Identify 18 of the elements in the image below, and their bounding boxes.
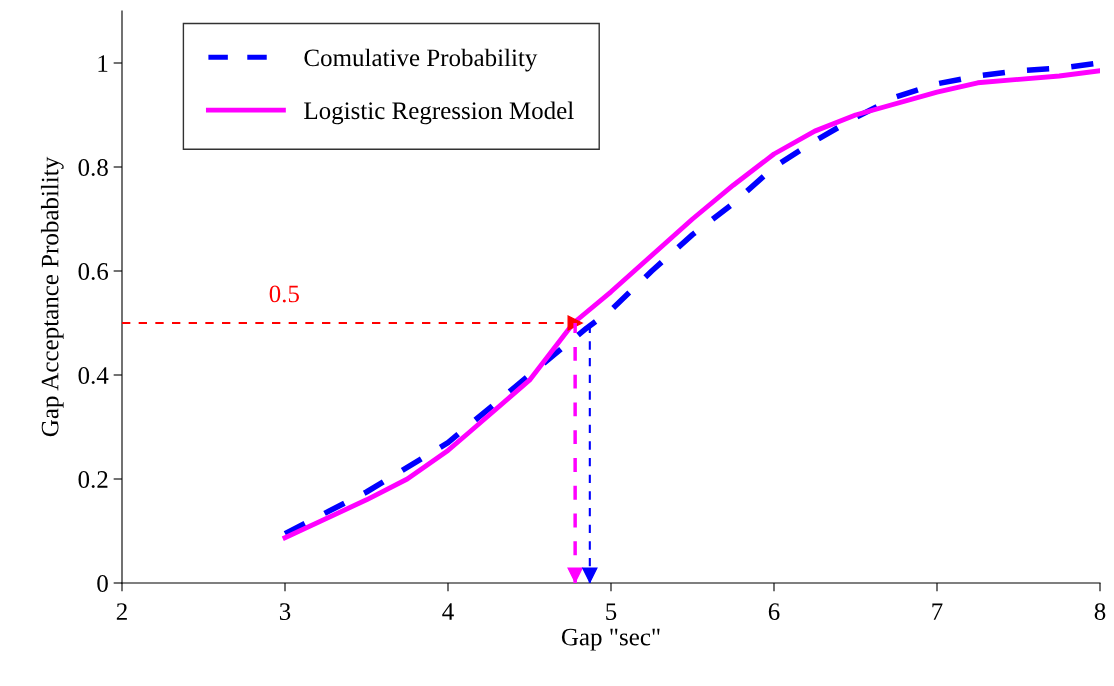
ref-line-label: 0.5 bbox=[269, 285, 299, 303]
x-tick-label: 4 bbox=[442, 603, 454, 620]
y-tick-label: 0.8 bbox=[78, 159, 108, 177]
y-axis-title: Gap Acceptance Probability bbox=[40, 156, 64, 437]
y-tick-label: 0.4 bbox=[78, 367, 109, 385]
x-tick-label: 5 bbox=[606, 603, 617, 621]
legend-label: Logistic Regression Model bbox=[304, 101, 574, 125]
y-tick-label: 0.2 bbox=[78, 471, 108, 489]
legend-label: Comulative Probability bbox=[304, 48, 538, 72]
x-tick-label: 3 bbox=[279, 603, 291, 621]
x-tick-label: 6 bbox=[768, 603, 780, 621]
x-tick-label: 2 bbox=[116, 603, 127, 620]
y-tick-label: 1 bbox=[98, 55, 108, 72]
x-axis-title: Gap "sec" bbox=[561, 628, 660, 651]
x-tick-label: 7 bbox=[932, 603, 943, 620]
y-tick-label: 0 bbox=[97, 575, 108, 592]
x-tick-label: 8 bbox=[1094, 603, 1106, 621]
y-tick-label: 0.6 bbox=[78, 263, 109, 281]
